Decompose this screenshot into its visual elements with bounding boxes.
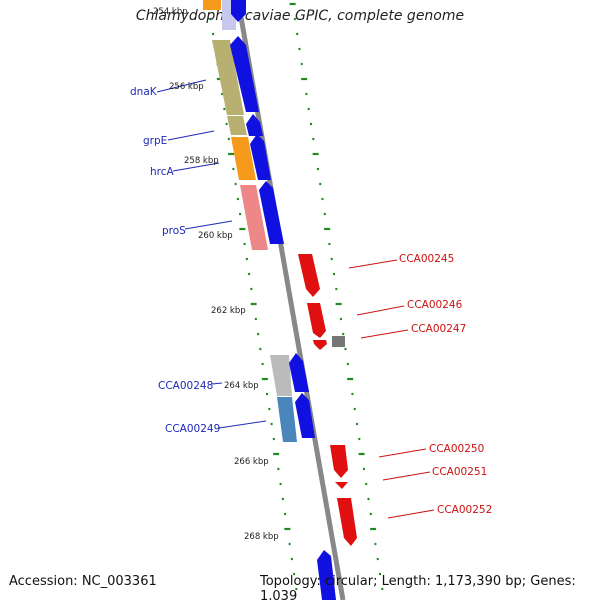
leader-cca00246 bbox=[356, 305, 405, 316]
gene-arrow-cca00245 bbox=[298, 254, 320, 297]
scale-labels: 254 kbp 256 kbp 258 kbp 260 kbp 262 kbp … bbox=[153, 7, 279, 542]
cog-boxes bbox=[203, 0, 297, 442]
genome-summary-text: Topology: circular; Length: 1,173,390 bp… bbox=[260, 574, 576, 600]
scale-label-260: 260 kbp bbox=[198, 231, 233, 241]
gene-arrow-cca00252 bbox=[337, 498, 357, 546]
gene-arrow-cca00251 bbox=[335, 482, 348, 489]
leader-cca00251 bbox=[382, 471, 431, 481]
leader-cca00245 bbox=[348, 259, 398, 269]
cog-box-hrca bbox=[231, 137, 256, 180]
leader-dnak bbox=[156, 79, 207, 93]
gene-arrow-cca00249 bbox=[295, 393, 315, 438]
gene-label-cca00248: CCA00248 bbox=[158, 380, 213, 392]
gene-label-cca00246: CCA00246 bbox=[407, 299, 463, 311]
gene-arrow-grpe bbox=[246, 114, 263, 136]
gene-label-hrca: hrcA bbox=[150, 166, 175, 178]
gene-arrow-pros bbox=[259, 181, 284, 244]
gene-box-cca00247 bbox=[332, 336, 345, 347]
gene-label-cca00247: CCA00247 bbox=[411, 323, 466, 335]
leader-hrca bbox=[172, 162, 220, 172]
gene-label-cca00252: CCA00252 bbox=[437, 504, 492, 516]
gene-label-pros: proS bbox=[162, 225, 186, 237]
gene-arrow-cca00248 bbox=[289, 353, 309, 392]
gene-arrow-cca00247-red bbox=[313, 340, 327, 350]
cog-box-cca00249 bbox=[277, 397, 297, 442]
gene-label-cca00245: CCA00245 bbox=[399, 253, 454, 265]
leader-cca00247 bbox=[360, 329, 409, 339]
gene-label-dnak: dnaK bbox=[130, 86, 158, 98]
cog-box-pros bbox=[240, 185, 268, 250]
scale-label-258: 258 kbp bbox=[184, 156, 219, 166]
gene-arrow-cca00250 bbox=[330, 445, 348, 478]
scale-label-254: 254 kbp bbox=[153, 7, 188, 17]
left-labels: dnaK grpE hrcA proS CCA00248 CCA00249 bbox=[130, 79, 267, 435]
cog-box-cca00248 bbox=[270, 355, 292, 396]
gene-label-grpe: grpE bbox=[143, 135, 167, 147]
scale-track-outer bbox=[289, 2, 384, 591]
gene-arrow-bottom bbox=[317, 550, 336, 600]
forward-genes bbox=[230, 0, 336, 600]
cog-box-dnak bbox=[212, 40, 244, 115]
gene-label-cca00250: CCA00250 bbox=[429, 443, 484, 455]
leader-cca00249 bbox=[218, 420, 267, 429]
right-labels: CCA00245 CCA00246 CCA00247 CCA00250 CCA0… bbox=[348, 253, 492, 519]
scale-label-256: 256 kbp bbox=[169, 82, 204, 92]
scale-track-inner bbox=[205, 2, 298, 591]
leader-cca00250 bbox=[378, 448, 427, 458]
cog-box-grpe bbox=[227, 116, 247, 135]
leader-grpe bbox=[167, 130, 215, 141]
gene-arrow-hrca bbox=[250, 134, 271, 180]
gene-arrow-top bbox=[231, 0, 246, 22]
reverse-genes bbox=[298, 254, 357, 546]
scale-label-262: 262 kbp bbox=[211, 306, 246, 316]
gene-label-cca00251: CCA00251 bbox=[432, 466, 487, 478]
gene-label-cca00249: CCA00249 bbox=[165, 423, 220, 435]
scale-label-264: 264 kbp bbox=[224, 381, 259, 391]
gene-arrow-cca00246 bbox=[307, 303, 326, 338]
leader-pros bbox=[184, 220, 233, 230]
scale-label-268: 268 kbp bbox=[244, 532, 279, 542]
accession-text: Accession: NC_003361 bbox=[9, 574, 157, 589]
gene-arrow-dnak bbox=[230, 36, 259, 112]
cog-box-top bbox=[203, 0, 221, 10]
leader-cca00248 bbox=[211, 382, 223, 385]
scale-label-266: 266 kbp bbox=[234, 457, 269, 467]
leader-cca00252 bbox=[387, 509, 435, 519]
map-title: Chlamydophila caviae GPIC, complete geno… bbox=[135, 8, 465, 24]
